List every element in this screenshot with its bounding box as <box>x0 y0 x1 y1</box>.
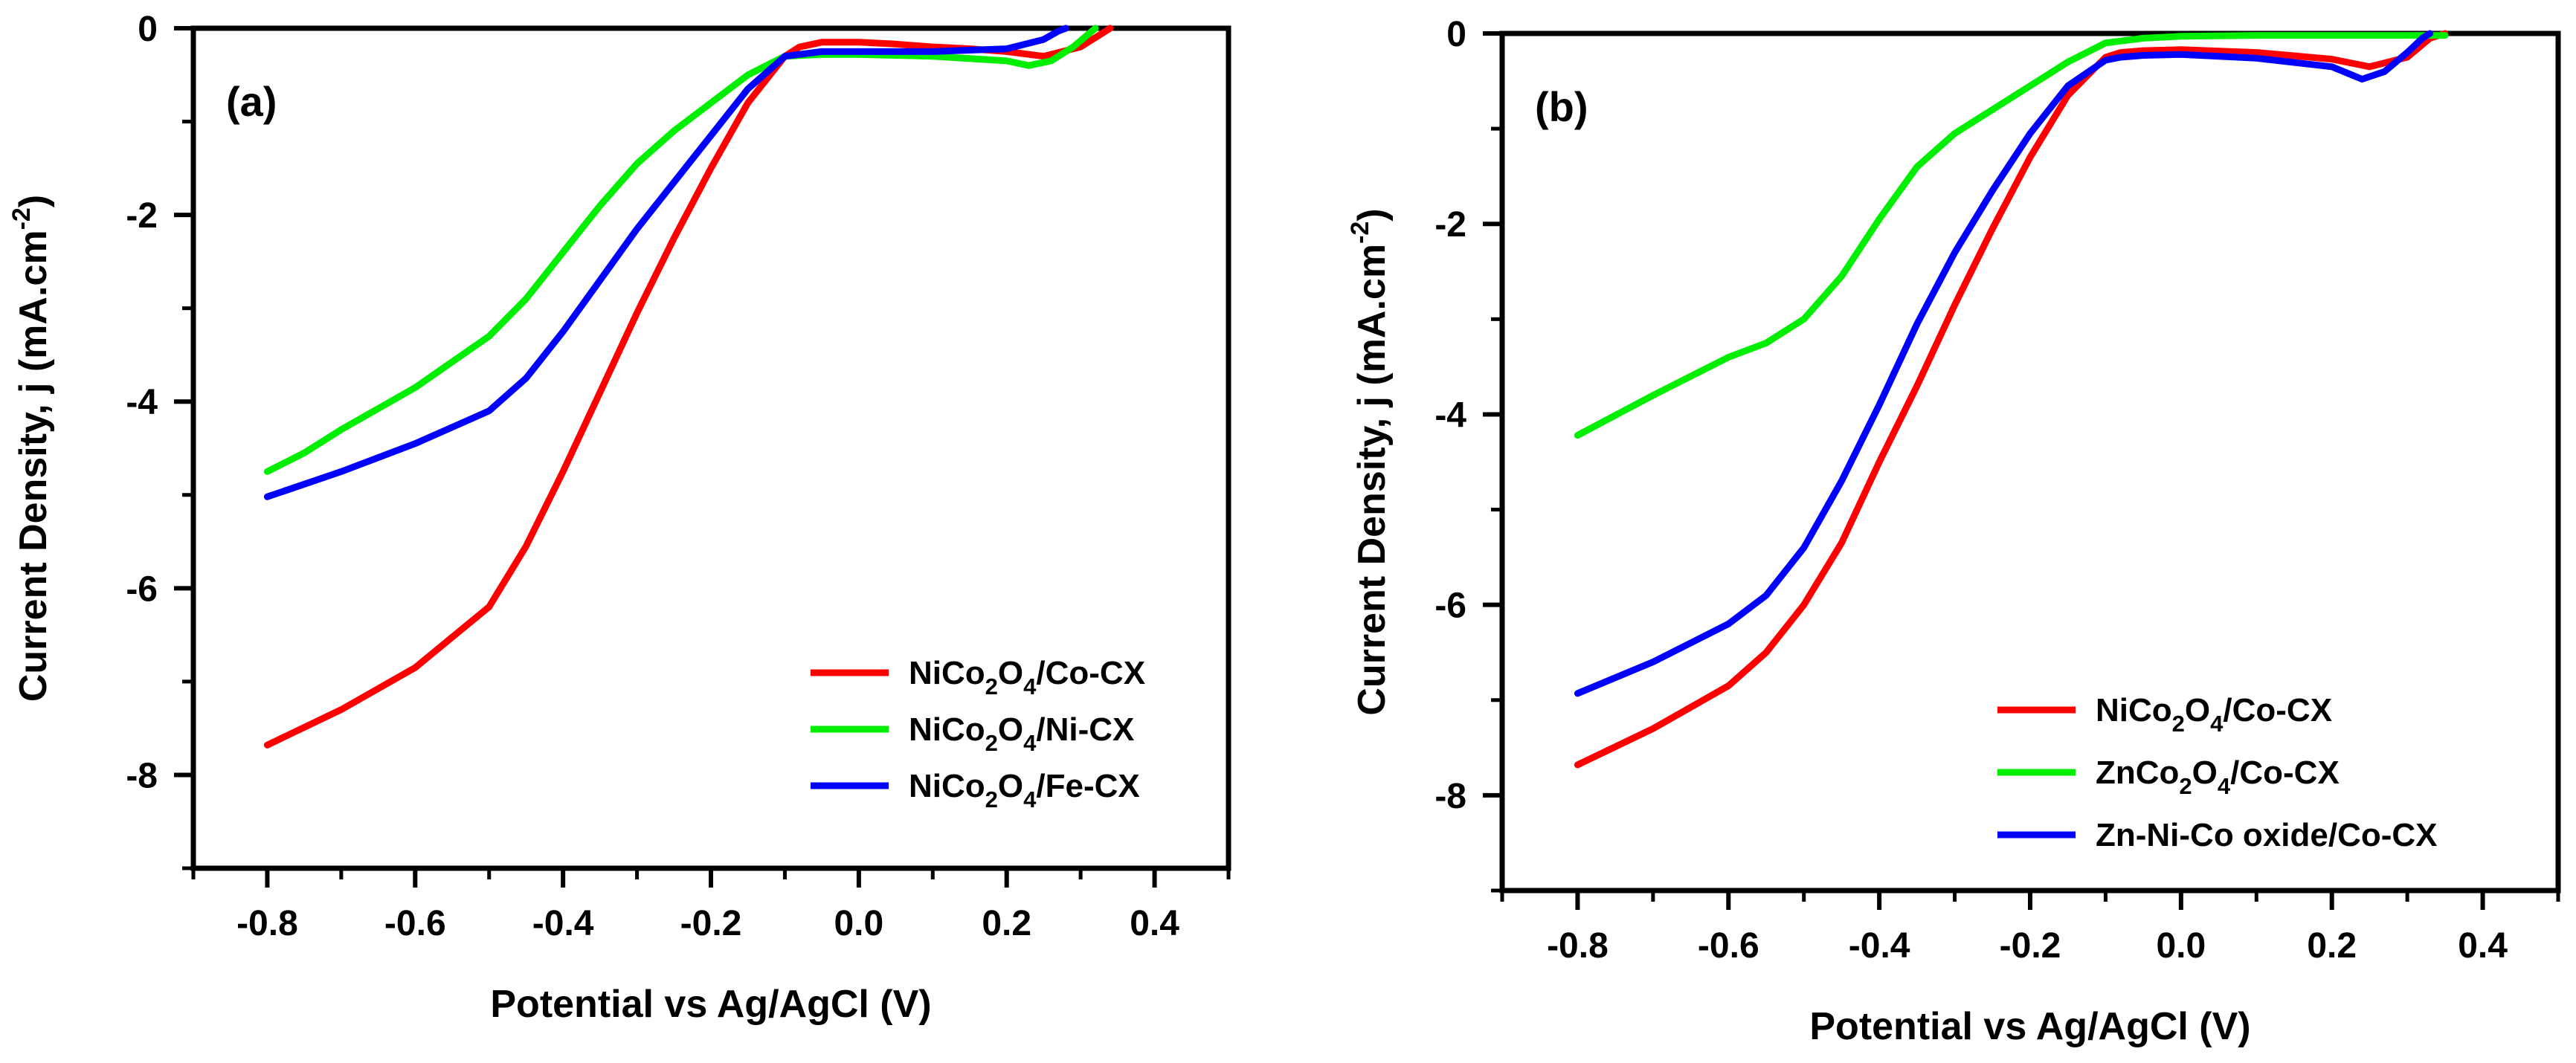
panel-label: (b) <box>1535 83 1588 130</box>
legend-text-segment: O <box>2192 755 2218 791</box>
legend-label: NiCo2O4/Co-CX <box>909 655 1145 699</box>
legend-label: ZnCo2O4/Co-CX <box>2096 755 2340 799</box>
x-tick-label: 0.4 <box>1130 904 1179 943</box>
legend-text-segment: O <box>998 768 1023 804</box>
legend-text-segment: NiCo <box>909 768 985 804</box>
y-axis-title-end: ) <box>1350 208 1394 221</box>
y-tick-label: -2 <box>1434 205 1466 245</box>
series-line-3 <box>263 25 1069 500</box>
y-axis-title: Current Density, j (mA.cm-2) <box>1346 208 1394 715</box>
y-tick-label: -4 <box>126 383 158 422</box>
panel-b: -0.8 -0.6 -0.4 -0.2 0.0 0.2 0.4 0 -2 -4 -6 -8 (b) NiC… <box>1346 15 2561 1048</box>
legend-text-segment: /Co-CX <box>2223 692 2332 728</box>
legend-text-segment: /Co-CX <box>1036 655 1145 691</box>
legend-text-segment: 4 <box>1023 786 1037 812</box>
y-tick-label: -2 <box>126 196 158 236</box>
x-tick-label: -0.6 <box>1698 926 1759 966</box>
y-axis-title-sup: -2 <box>1346 222 1374 244</box>
y-tick-label: -6 <box>1434 587 1466 626</box>
legend-text-segment: 4 <box>2210 711 2224 737</box>
legend-label: NiCo2O4/Ni-CX <box>909 711 1134 756</box>
x-tick-label: 0.2 <box>982 904 1031 943</box>
legend-text-segment: NiCo <box>2096 692 2172 728</box>
y-axis-title: Current Density, j (mA.cm-2) <box>7 195 55 702</box>
x-tick-label: -0.2 <box>680 904 742 943</box>
legend-text-segment: NiCo <box>909 655 985 691</box>
legend-label: NiCo2O4/Fe-CX <box>909 768 1140 812</box>
x-tick-label: 0.2 <box>2307 926 2357 966</box>
panel-a: -0.8 -0.6 -0.4 -0.2 0.0 0.2 0.4 0 -2 -4 -6 -8 (a) NiC… <box>7 10 1231 1026</box>
legend-text-segment: NiCo <box>909 711 985 748</box>
y-axis-title-main: Current Density, j (mA.cm <box>12 230 55 702</box>
legend-text-segment: ZnCo <box>2096 755 2179 791</box>
series-line-1 <box>263 25 1114 749</box>
x-tick-label: -0.8 <box>236 904 298 943</box>
legend-text-segment: 4 <box>1023 673 1037 699</box>
x-axis-title: Potential vs Ag/AgCl (V) <box>490 983 931 1026</box>
legend-text-segment: /Co-CX <box>2230 755 2340 791</box>
y-tick-label: -6 <box>126 569 158 609</box>
x-tick-label: -0.4 <box>532 904 594 943</box>
series-line-3 <box>1574 30 2434 697</box>
legend-label: NiCo2O4/Co-CX <box>2096 692 2332 737</box>
x-axis-title: Potential vs Ag/AgCl (V) <box>1809 1005 2250 1048</box>
panel-label: (a) <box>226 78 277 125</box>
y-tick-label: -4 <box>1434 395 1466 435</box>
series-line-2 <box>1574 32 2449 439</box>
legend-text-segment: 2 <box>985 730 998 756</box>
series-line-2 <box>263 25 1099 475</box>
x-tick-label: -0.4 <box>1849 926 1910 966</box>
legend-text-segment: 4 <box>2218 773 2231 799</box>
y-tick-label: -8 <box>1434 777 1466 816</box>
x-tick-label: -0.2 <box>2000 926 2061 966</box>
legend-text-segment: 2 <box>2179 773 2192 799</box>
legend-text-segment: 2 <box>2172 711 2185 737</box>
legend-text-segment: /Fe-CX <box>1036 768 1139 804</box>
y-tick-label: 0 <box>138 10 158 49</box>
x-tick-label: 0.0 <box>834 904 883 943</box>
legend-text-segment: /Ni-CX <box>1036 711 1134 748</box>
legend-text-segment: Zn-Ni-Co oxide/Co-CX <box>2096 817 2438 853</box>
legend-text-segment: O <box>998 655 1023 691</box>
x-tick-label: -0.8 <box>1547 926 1609 966</box>
x-tick-label: 0.0 <box>2156 926 2206 966</box>
y-tick-label: 0 <box>1446 15 1466 54</box>
legend-text-segment: 2 <box>985 786 998 812</box>
y-axis-title-main: Current Density, j (mA.cm <box>1350 244 1394 716</box>
x-tick-label: 0.4 <box>2458 926 2508 966</box>
legend-text-segment: 4 <box>1023 730 1037 756</box>
legend-text-segment: O <box>998 711 1023 748</box>
x-tick-label: -0.6 <box>384 904 446 943</box>
legend-text-segment: O <box>2185 692 2210 728</box>
series-line-1 <box>1574 30 2449 769</box>
y-tick-label: -8 <box>126 756 158 795</box>
legend-text-segment: 2 <box>985 673 998 699</box>
y-axis-title-sup: -2 <box>7 207 36 230</box>
legend-label: Zn-Ni-Co oxide/Co-CX <box>2096 817 2438 853</box>
y-axis-title-end: ) <box>12 195 55 207</box>
